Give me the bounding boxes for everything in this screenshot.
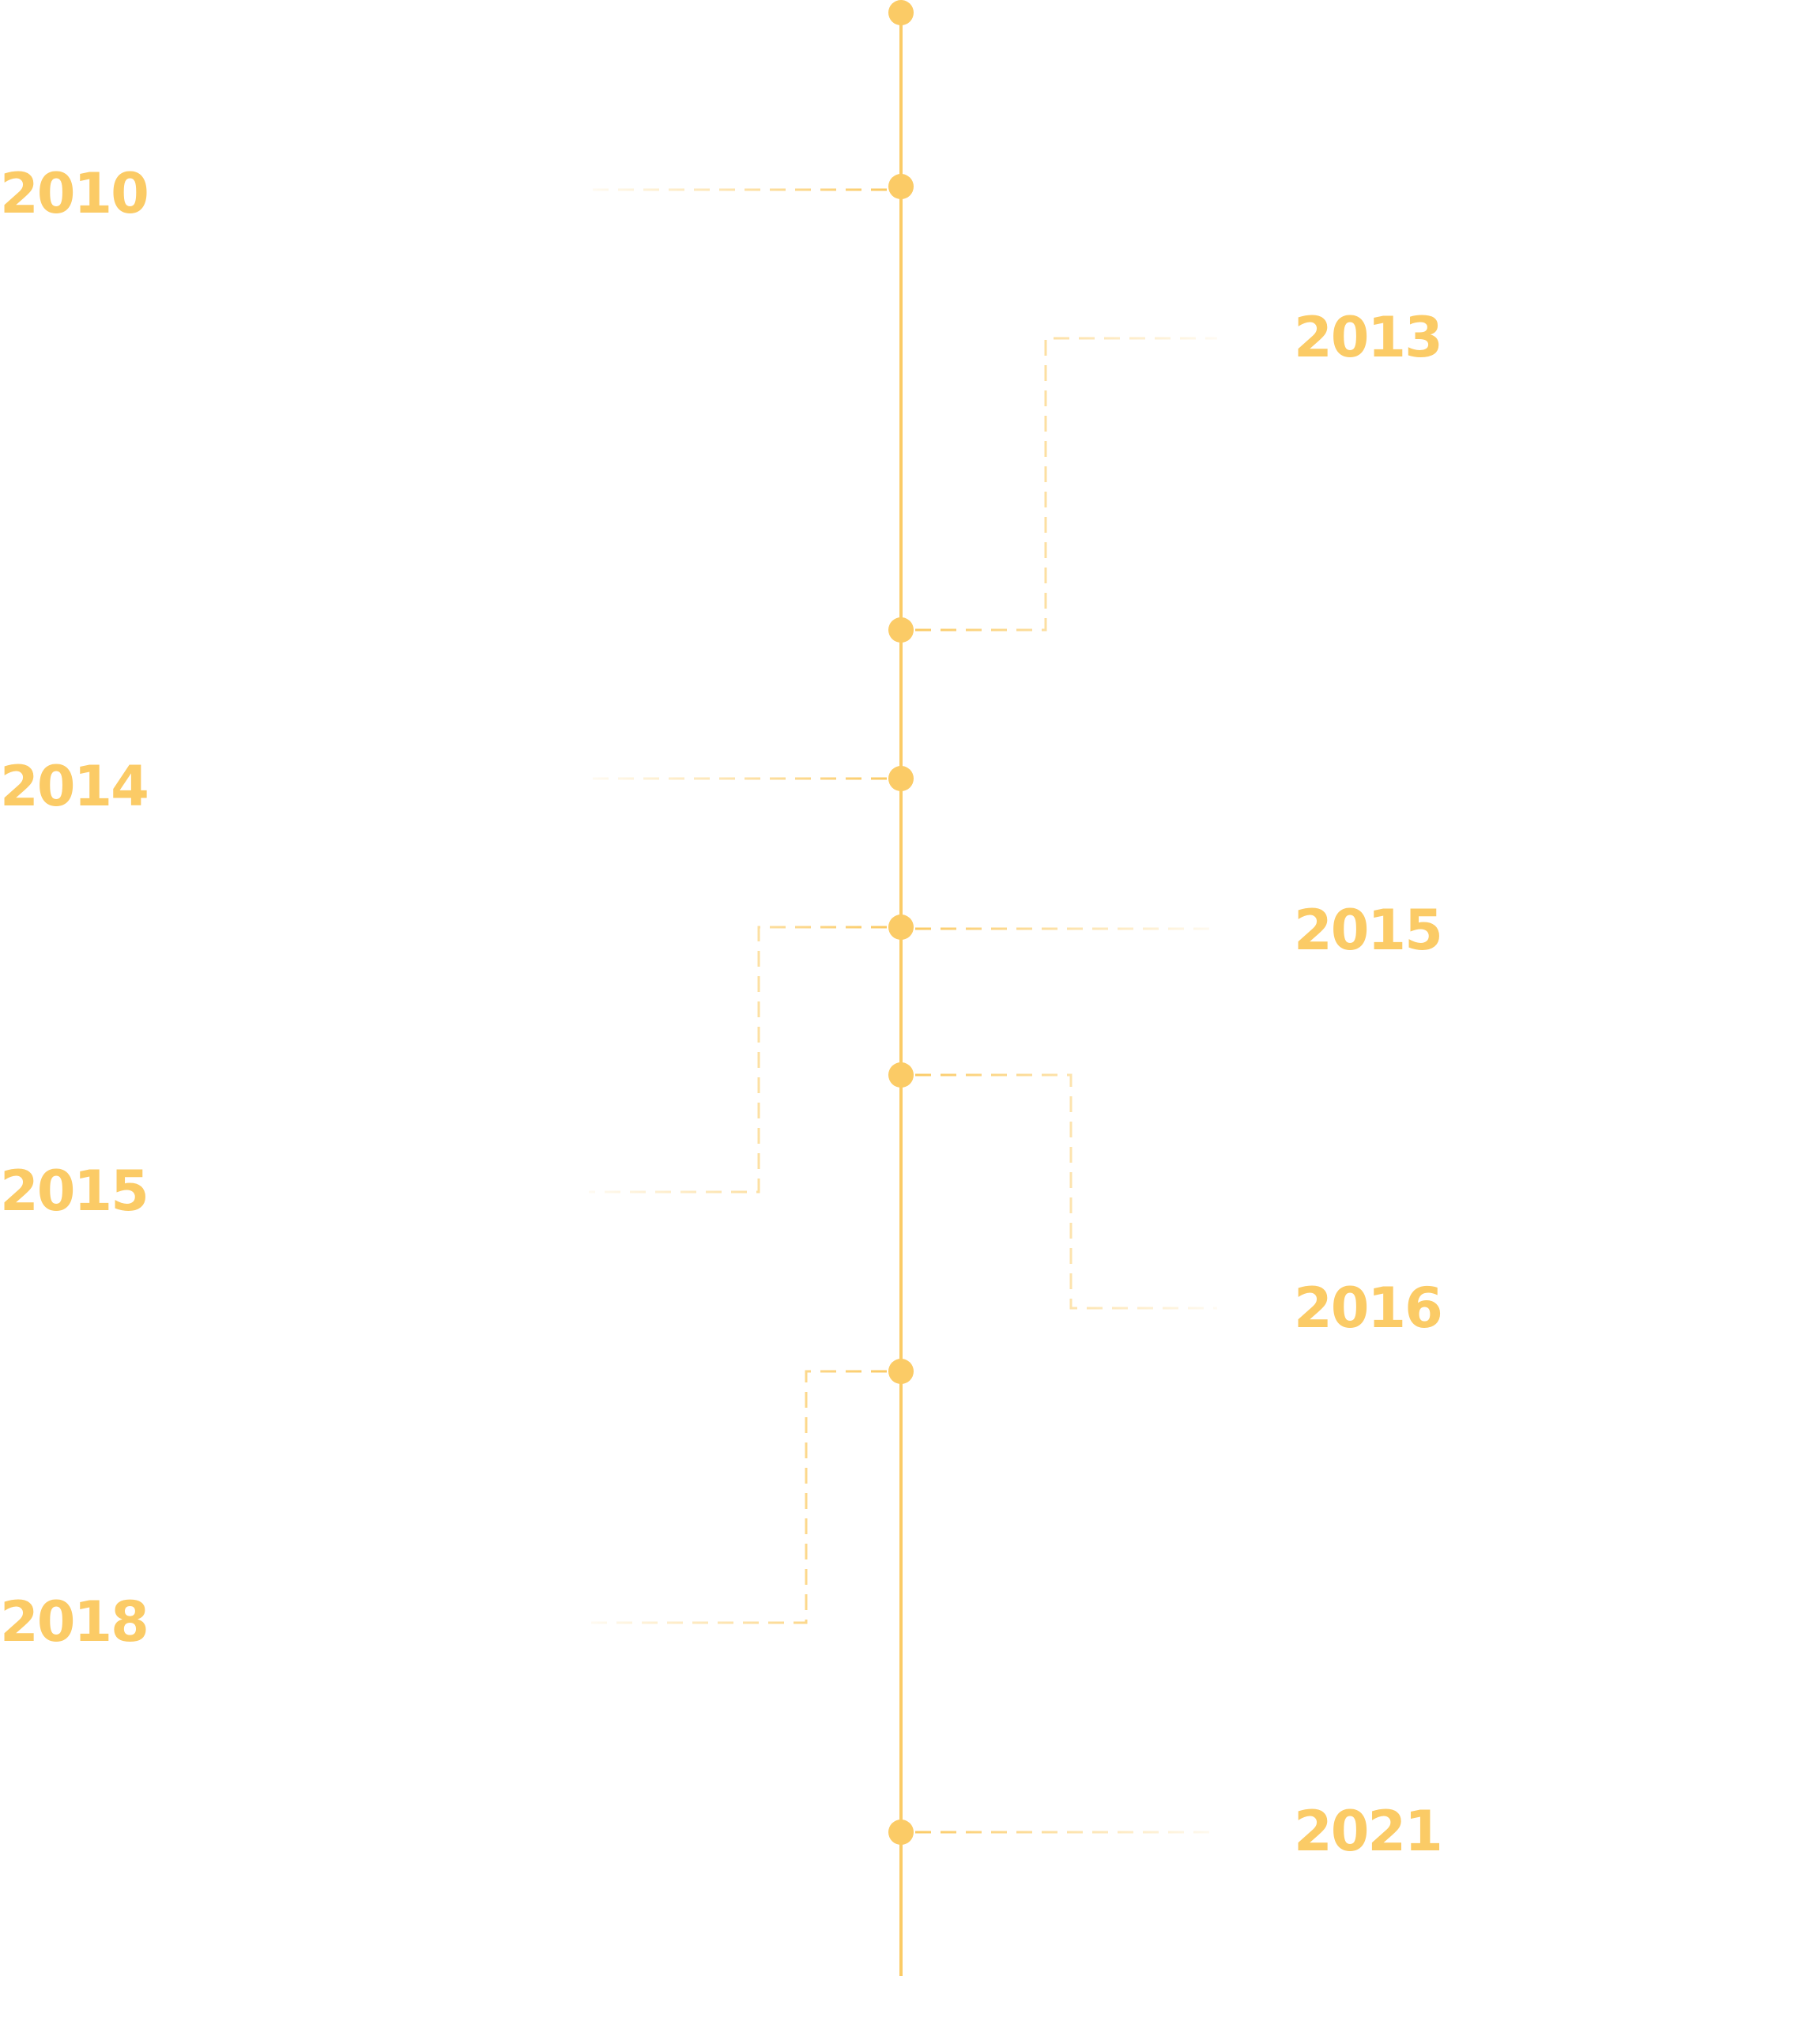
event-dot-2010 (888, 174, 914, 199)
event-dot-2016 (888, 1062, 914, 1088)
year-label-2016: 2016 (1294, 1276, 1443, 1341)
timeline-start-dot (888, 0, 914, 25)
connector-2018 (589, 1370, 887, 1624)
year-label-2015-left: 2015 (0, 1159, 149, 1224)
year-label-2021: 2021 (1294, 1799, 1443, 1864)
event-dot-2014 (888, 766, 914, 791)
year-label-2010: 2010 (0, 161, 149, 226)
year-label-2014: 2014 (0, 754, 149, 819)
year-label-2013: 2013 (1294, 305, 1443, 370)
year-label-2018: 2018 (0, 1590, 149, 1654)
event-dot-2021 (888, 1820, 914, 1845)
year-label-2015-right: 2015 (1294, 898, 1443, 963)
event-dot-2013 (888, 617, 914, 643)
connector-2016 (915, 1073, 1217, 1310)
connector-2013 (915, 337, 1217, 632)
connector-2015-left (589, 926, 887, 1194)
event-dot-2018 (888, 1359, 914, 1384)
event-dot-2015 (888, 915, 914, 940)
